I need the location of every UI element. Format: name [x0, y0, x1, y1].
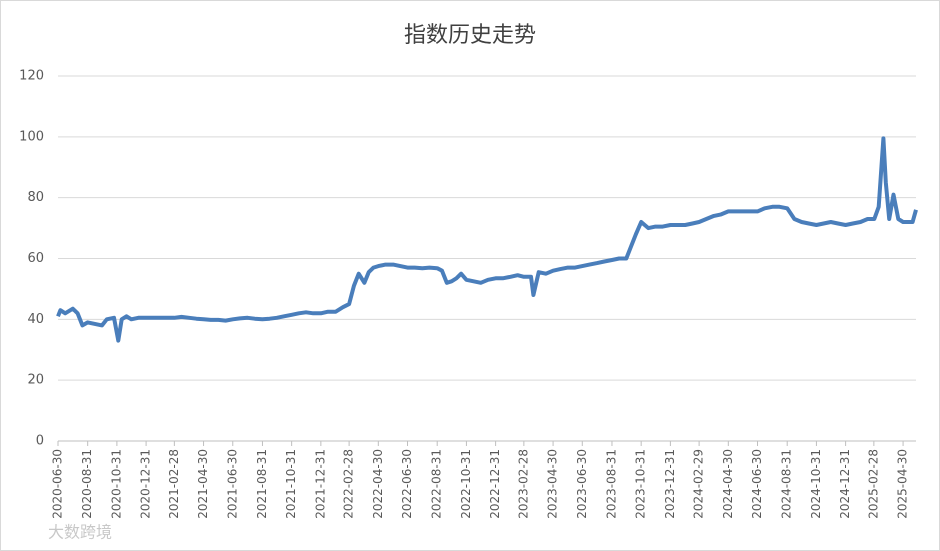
x-tick-label: 2023-08-31: [604, 449, 618, 519]
x-tick-label: 2024-08-31: [780, 449, 794, 519]
x-tick-label: 2021-02-28: [167, 449, 181, 519]
y-tick-label: 120: [19, 69, 44, 84]
x-tick-label: 2023-04-30: [546, 449, 560, 519]
x-tick-label: 2022-02-28: [342, 449, 356, 519]
x-tick-label: 2024-10-31: [809, 449, 823, 519]
y-tick-label: 20: [27, 373, 44, 388]
y-tick-label: 80: [27, 190, 44, 205]
y-tick-label: 40: [27, 312, 44, 327]
x-tick-label: 2024-06-30: [750, 449, 764, 519]
x-tick-label: 2021-04-30: [196, 449, 210, 519]
y-tick-label: 100: [19, 129, 44, 144]
x-tick-label: 2020-12-31: [139, 449, 153, 519]
x-tick-label: 2020-06-30: [51, 449, 65, 519]
x-tick-label: 2025-02-28: [866, 449, 880, 519]
y-tick-label: 0: [36, 434, 44, 449]
x-tick-label: 2024-02-29: [692, 449, 706, 519]
chart-title: 指数历史走势: [404, 23, 536, 48]
x-tick-label: 2022-10-31: [459, 449, 473, 519]
watermark: 大数跨境: [48, 523, 112, 542]
x-tick-label: 2023-10-31: [634, 449, 648, 519]
x-tick-label: 2023-12-31: [663, 449, 677, 519]
x-tick-label: 2020-08-31: [80, 449, 94, 519]
x-tick-label: 2024-12-31: [838, 449, 852, 519]
x-tick-label: 2021-06-30: [225, 449, 239, 519]
y-tick-label: 60: [27, 251, 44, 266]
x-tick-label: 2025-04-30: [896, 449, 910, 519]
x-tick-label: 2023-06-30: [575, 449, 589, 519]
x-tick-label: 2022-04-30: [371, 449, 385, 519]
x-tick-label: 2021-12-31: [313, 449, 327, 519]
x-tick-label: 2020-10-31: [109, 449, 123, 519]
x-tick-label: 2021-10-31: [284, 449, 298, 519]
x-tick-label: 2021-08-31: [255, 449, 269, 519]
x-tick-label: 2022-06-30: [400, 449, 414, 519]
x-tick-label: 2022-12-31: [488, 449, 502, 519]
data-line: [56, 136, 918, 343]
x-tick-label: 2024-04-30: [721, 449, 735, 519]
x-tick-label: 2022-08-31: [430, 449, 444, 519]
x-tick-label: 2023-02-28: [516, 449, 530, 519]
